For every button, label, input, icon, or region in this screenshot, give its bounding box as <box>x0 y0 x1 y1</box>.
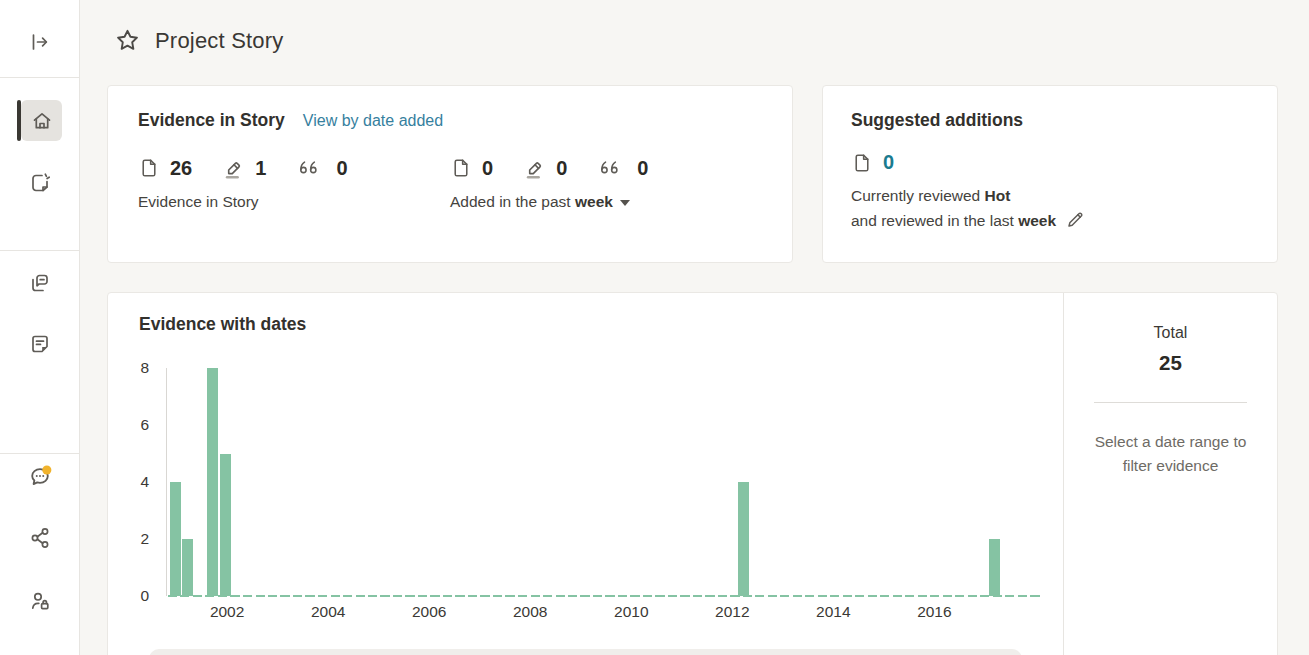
quote-icon <box>597 157 627 179</box>
stat-group-recent: 0 0 0 <box>450 154 648 211</box>
x-axis: 2002 2004 2006 2008 2010 2012 2014 2016 <box>166 603 1043 625</box>
total-label: Total <box>1090 324 1251 342</box>
chart-plot <box>166 368 1043 596</box>
quote-count: 0 <box>597 157 648 180</box>
sidebar-item-drafts[interactable] <box>20 163 60 203</box>
chart-title: Evidence with dates <box>139 314 306 335</box>
app: Project Story Evidence in Story View by … <box>0 0 1309 655</box>
chart-bar[interactable] <box>182 539 193 596</box>
document-icon <box>138 157 160 179</box>
card-title: Evidence in Story <box>138 110 285 131</box>
y-tick-label: 8 <box>140 359 149 377</box>
sidebar-item-chat[interactable] <box>20 457 60 497</box>
y-tick-label: 0 <box>140 587 149 605</box>
pencil-icon <box>1065 209 1086 230</box>
sidebar-item-notes[interactable] <box>20 324 60 364</box>
sidebar-item-home[interactable] <box>21 100 62 141</box>
card-title: Suggested additions <box>851 110 1249 131</box>
document-count: 0 <box>450 157 493 180</box>
document-icon <box>851 152 873 174</box>
home-icon <box>30 109 54 133</box>
date-range-slider-track[interactable] <box>149 649 1022 655</box>
sidebar-item-evidence[interactable] <box>20 263 60 303</box>
document-icon <box>450 157 472 179</box>
chat-icon <box>27 464 53 490</box>
y-tick-label: 6 <box>140 416 149 434</box>
total-value: 25 <box>1090 351 1251 375</box>
stat-group-story: 26 1 <box>138 154 450 211</box>
quote-count: 0 <box>296 157 347 180</box>
chart-bar[interactable] <box>989 539 1000 596</box>
chevron-down-icon[interactable] <box>620 200 630 206</box>
view-by-date-added-link[interactable]: View by date added <box>303 112 443 130</box>
x-tick-label: 2010 <box>614 603 648 621</box>
date-range-hint: Select a date range to filter evidence <box>1090 430 1251 478</box>
x-tick-label: 2004 <box>311 603 345 621</box>
highlighter-icon <box>523 157 546 180</box>
document-spark-icon <box>28 171 52 195</box>
note-icon <box>28 332 52 356</box>
sidebar <box>0 0 80 655</box>
share-icon <box>28 526 52 550</box>
evidence-with-dates-card: Evidence with dates 02468 20022004200620… <box>107 292 1278 655</box>
star-icon[interactable] <box>114 27 141 54</box>
stat-group-label: Evidence in Story <box>138 193 450 211</box>
y-tick-label: 2 <box>140 530 149 548</box>
suggested-criteria-line2: and reviewed in the last week <box>851 208 1249 233</box>
chart-bar[interactable] <box>738 482 749 596</box>
total-panel: Total 25 Select a date range to filter e… <box>1064 293 1277 655</box>
document-count: 26 <box>138 157 192 180</box>
collapse-sidebar-icon <box>28 30 52 54</box>
chart-bar[interactable] <box>207 368 218 596</box>
sidebar-item-share[interactable] <box>20 518 60 558</box>
x-tick-label: 2012 <box>715 603 749 621</box>
sidebar-item-permissions[interactable] <box>20 581 60 621</box>
page-title: Project Story <box>155 28 284 54</box>
edit-criteria-button[interactable] <box>1065 209 1086 230</box>
x-tick-label: 2016 <box>917 603 951 621</box>
user-lock-icon <box>28 589 52 613</box>
page-header: Project Story <box>114 27 284 54</box>
period-dropdown[interactable]: Added in the past week <box>450 193 648 211</box>
highlight-count: 1 <box>222 157 266 180</box>
notification-badge <box>42 466 51 475</box>
suggested-count: 0 <box>851 151 1249 174</box>
highlighter-icon <box>222 157 245 180</box>
sidebar-item-collapse[interactable] <box>20 22 60 62</box>
sidebar-divider <box>0 250 80 251</box>
divider <box>1094 402 1247 403</box>
chart-bar[interactable] <box>170 482 181 596</box>
evidence-in-story-card: Evidence in Story View by date added 26 <box>107 85 793 263</box>
y-tick-label: 4 <box>140 473 149 491</box>
suggested-criteria-line1: Currently reviewed Hot <box>851 183 1249 208</box>
chart-bar[interactable] <box>220 454 231 597</box>
quote-icon <box>296 157 326 179</box>
sidebar-divider <box>0 453 80 454</box>
y-axis: 02468 <box>108 368 158 596</box>
x-tick-label: 2006 <box>412 603 446 621</box>
sidebar-divider <box>0 77 80 78</box>
x-tick-label: 2002 <box>210 603 244 621</box>
highlight-count: 0 <box>523 157 567 180</box>
suggested-additions-card: Suggested additions 0 Currently reviewed… <box>822 85 1278 263</box>
pages-comment-icon <box>28 271 52 295</box>
x-tick-label: 2014 <box>816 603 850 621</box>
x-tick-label: 2008 <box>513 603 547 621</box>
